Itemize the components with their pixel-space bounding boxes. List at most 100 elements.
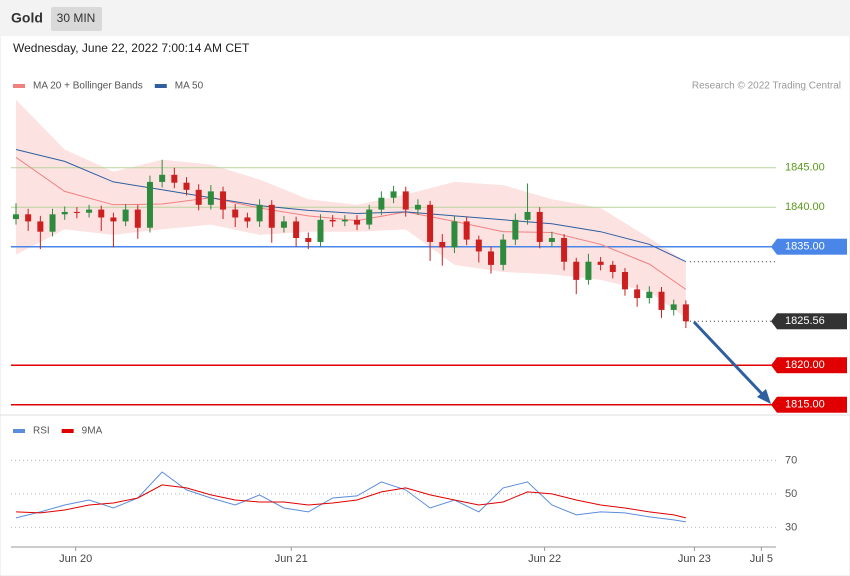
level-label: 1820.00 (785, 359, 825, 371)
candle-body (329, 219, 336, 222)
candle-body (402, 191, 409, 210)
candle-body (561, 238, 568, 262)
candle-body (207, 191, 214, 205)
moving-average-line (15, 149, 687, 263)
candle-body (609, 264, 616, 272)
candle-body (597, 261, 604, 265)
candle-body (354, 219, 361, 225)
candle-body (658, 291, 665, 310)
level-label: 1815.00 (785, 399, 825, 411)
candle-body (12, 214, 19, 220)
level-label-box (777, 238, 847, 255)
forecast-arrow (692, 320, 766, 398)
candle-body (670, 304, 677, 310)
candle-body (682, 304, 689, 322)
candle-body (86, 209, 93, 213)
candle-body (475, 239, 482, 252)
legend-swatch (13, 84, 25, 88)
forecast-arrowhead (757, 389, 771, 404)
timestamp: Wednesday, June 22, 2022 7:00:14 AM CET (13, 41, 250, 55)
candle-body (244, 217, 251, 222)
candle-body (220, 191, 227, 210)
level-label: 1825.56 (785, 315, 825, 327)
candle-body (73, 211, 80, 213)
y-tick-label: 50 (785, 488, 797, 500)
level-label: 1845.00 (785, 162, 825, 174)
candle-body (427, 204, 434, 242)
candle-body (134, 209, 141, 228)
level-label: 1840.00 (785, 201, 825, 213)
candle-body (256, 204, 263, 222)
candle-body (573, 261, 580, 280)
level-label-pointer (771, 238, 777, 255)
legend-label: 9MA (82, 426, 103, 437)
level-label-pointer (771, 357, 777, 374)
legend-label: RSI (33, 426, 50, 437)
candle-body (463, 221, 470, 240)
x-tick-label: Jul 5 (750, 553, 773, 565)
x-tick-label: Jun 21 (275, 553, 308, 565)
candle-body (171, 174, 178, 183)
x-tick-label: Jun 22 (528, 553, 561, 565)
candle-body (341, 219, 348, 222)
candle-body (451, 221, 458, 248)
candle-body (378, 197, 385, 210)
indicator-line (15, 484, 687, 519)
y-tick-label: 30 (785, 521, 797, 533)
candle-body (524, 211, 531, 220)
plot-layer: 1845.00 1840.00 1835.00 1825.56 1820.00 1815.… (11, 81, 847, 565)
y-tick-label: 70 (785, 454, 797, 466)
header-bar (0, 0, 850, 36)
candle-body (146, 181, 153, 228)
candle-body (159, 174, 166, 182)
candle-body (548, 238, 555, 242)
candle-body (536, 211, 543, 242)
level-label-box (777, 357, 847, 374)
candle-body (268, 204, 275, 228)
bollinger-band (15, 99, 686, 318)
candle-body (366, 209, 373, 225)
candle-body (61, 211, 68, 215)
indicator-line (15, 471, 686, 523)
candle-body (232, 209, 239, 218)
level-label-pointer (771, 396, 777, 413)
candle-body (305, 238, 312, 242)
timeframe-button[interactable] (51, 7, 102, 31)
level-label-box (777, 396, 847, 413)
candle-body (98, 209, 105, 218)
candle-body (585, 261, 592, 280)
candle-body (439, 241, 446, 248)
candle-body (122, 209, 129, 222)
x-tick-label: Jun 23 (678, 553, 711, 565)
candle-body (110, 217, 117, 222)
candle-body (37, 221, 44, 232)
legend-swatch (154, 84, 167, 88)
candle-body (414, 204, 421, 210)
x-tick-label: Jun 20 (59, 553, 92, 565)
legend-label: MA 20 + Bollinger Bands (33, 81, 143, 92)
instrument-title: Gold (11, 10, 43, 26)
candle-body (280, 221, 287, 228)
candle-body (293, 221, 300, 239)
source: Research © 2022 Trading Central (692, 81, 841, 92)
candle-body (500, 239, 507, 265)
legend-swatch (13, 429, 25, 433)
candle-body (512, 219, 519, 240)
candle-body (195, 189, 202, 205)
legend-label: MA 50 (175, 81, 204, 92)
candle-body (487, 251, 494, 265)
candle-body (317, 219, 324, 242)
level-label: 1835.00 (785, 241, 825, 253)
level-label-box (777, 313, 847, 330)
candle-body (183, 182, 190, 190)
candle-body (646, 291, 653, 299)
candle-body (49, 214, 56, 232)
level-label-pointer (771, 313, 777, 330)
candle-body (390, 191, 397, 198)
candle-body (634, 289, 641, 299)
timeframe-label[interactable]: 30 MIN (57, 11, 96, 25)
legend-swatch (61, 429, 74, 433)
candle-body (25, 214, 32, 222)
